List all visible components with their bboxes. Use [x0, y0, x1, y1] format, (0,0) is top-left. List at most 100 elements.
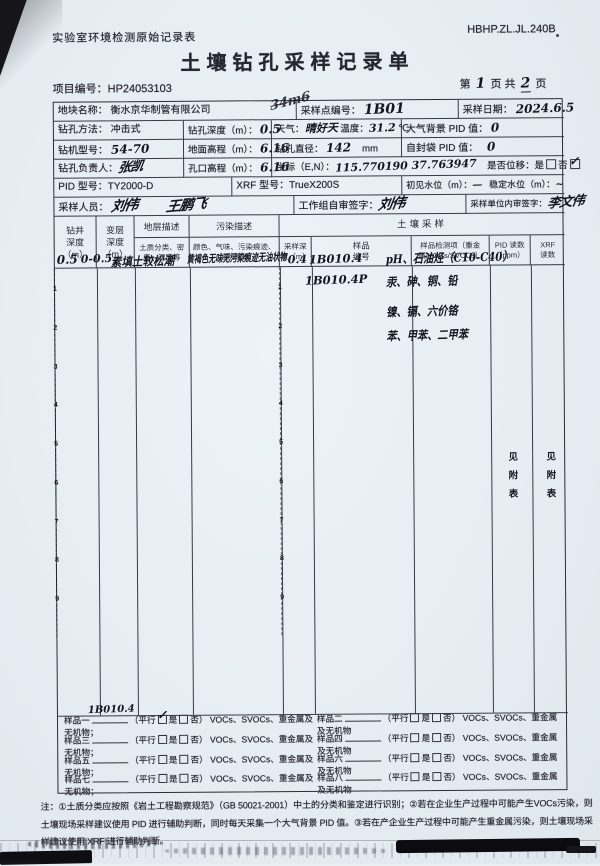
depth-scale-mark-5: 5 — [275, 439, 288, 447]
site-name-value: 衡水京华制管有限公司 — [110, 104, 211, 117]
sampler-signature-1: 刘伟 — [109, 197, 139, 216]
field-bag-pid: 自封袋 PID 值： 0 — [401, 137, 565, 158]
parallel-yes-label: 是 — [168, 734, 178, 745]
displacement-no-checkmark-handwritten: ✓ — [568, 153, 579, 169]
parallel-no-label: 否） — [190, 714, 208, 726]
parallel-checkbox — [157, 754, 167, 764]
field-hole-elevation: 孔口高程（m）： 6.16 — [184, 158, 290, 178]
parallel-checkbox — [431, 713, 442, 723]
parallel-checkbox — [432, 733, 442, 743]
parallel-open-label: （平行 — [129, 735, 156, 746]
depth-scale-mark-6: 6 — [275, 477, 288, 485]
pid-model-label: PID 型号： — [58, 181, 108, 193]
body-col-pollution — [189, 267, 284, 715]
sample-point-label: 采样点编号： — [300, 105, 361, 117]
test-item-line-2: 汞、砷、铜、铅 — [385, 273, 458, 290]
sample-summary-blank — [344, 731, 381, 742]
sample-summary-label: 样品六 — [317, 753, 343, 764]
parallel-yes-label: 是 — [168, 774, 178, 785]
field-ground-elevation: 地面高程（m）： 6.16 — [183, 139, 290, 159]
drill-depth-label: 钻孔深度（m）： — [187, 125, 258, 137]
depth-scale-mark-2: 2 — [274, 322, 287, 330]
sampler-signature-2: 王鹏飞 — [164, 195, 207, 216]
page-indicator: 第 1 页 共 2 页 — [460, 75, 547, 93]
redaction-bar-tail — [566, 846, 596, 853]
scan-speck — [556, 34, 559, 37]
displacement-yes-label: 是 — [534, 160, 545, 172]
ambient-pid-label: 大气背景 PID 值： — [405, 123, 489, 136]
depth-scale-mark-3: 3 — [49, 363, 62, 371]
parallel-checkbox — [179, 754, 189, 764]
sample-summary-entry: 样品八 （平行是否） VOCs、SVOCs、重金属及无机物 — [317, 770, 562, 797]
sample-summary-blank — [344, 770, 382, 782]
displacement-no-label: 否 — [558, 160, 568, 172]
depth-scale-mark-5: 5 — [50, 440, 63, 448]
field-rig-model: 钻机型号： 54-70 — [53, 139, 185, 160]
test-item-line-1: pH、石油烃（C10-C40） — [385, 249, 513, 267]
field-samplers: 采样人员： 刘伟 王鹏飞 — [54, 195, 295, 217]
sample-summary-label: 样品三 — [64, 735, 90, 746]
body-col-stratum — [134, 267, 194, 716]
project-number-value: HP24053103 — [107, 82, 172, 96]
parallel-open-label: （平行 — [130, 754, 156, 765]
col-header-stratum: 地层描述 — [134, 215, 190, 239]
page-total-handwritten: 2 — [520, 75, 531, 93]
field-group-signature: 工作组自审签字：刘伟 — [294, 194, 467, 216]
parallel-open-label: （平行 — [382, 752, 409, 764]
col-header-pollution: 污染描述 — [189, 215, 280, 238]
parallel-no-label: 否） — [190, 734, 208, 745]
doc-code: HBHP.ZL.JL.240B — [467, 23, 556, 36]
field-unit-signature: 采样单位内审签字：李文伟 — [466, 193, 584, 214]
first-water-level-value-handwritten: — — [472, 179, 483, 191]
sample-summary-blank — [91, 733, 128, 744]
field-weather: 天气：晴好天 温度：31.2 ℃ — [271, 119, 409, 140]
entry-sample-id-1-handwritten: 1B010.4 — [308, 250, 363, 267]
parallel-open-label: （平行 — [382, 733, 409, 744]
weather-value-handwritten: 晴好天 — [304, 121, 338, 136]
stable-water-level-label: 稳定水位（m）： — [489, 179, 556, 190]
temperature-label: 温度： — [340, 123, 369, 135]
displacement-label: 是否位移： — [487, 160, 535, 172]
parallel-checkbox — [157, 734, 167, 745]
entry-stratum-handwritten: 素填土较松潮 — [110, 253, 175, 270]
drill-method-label: 钻孔方法： — [57, 124, 108, 136]
parallel-checkbox — [410, 733, 420, 743]
depth-scale-mark-4: 4 — [49, 401, 62, 409]
sample-date-label: 采样日期： — [462, 104, 513, 116]
parallel-no-label: 否） — [442, 713, 461, 724]
rig-model-label: 钻机型号： — [57, 145, 109, 157]
page-title: 土壤钻孔采样记录单 — [180, 51, 415, 75]
sample-summary-label: 样品一 — [63, 715, 90, 726]
entry-pollution-handwritten: 黄褐色无味无污染痕迹无油状物 — [186, 251, 287, 266]
scan-corner-bottom-left-2 — [0, 860, 40, 864]
parallel-yes-label: 是 — [421, 733, 431, 744]
drill-leader-label: 钻孔负责人： — [58, 163, 119, 175]
page-pre: 第 — [459, 78, 471, 91]
unit-signature-handwritten: 李文伟 — [545, 193, 585, 212]
page-mid: 页 共 — [490, 78, 516, 91]
rig-model-value-handwritten: 54-70 — [110, 141, 150, 157]
depth-scale-mark-2: 2 — [49, 324, 62, 332]
temperature-value-handwritten: 31.2 — [368, 120, 396, 135]
parallel-open-label: （平行 — [382, 713, 409, 724]
sample-summary-blank — [92, 772, 129, 783]
parallel-checkbox — [410, 752, 420, 762]
sample-summary-label: 样品七 — [64, 774, 91, 786]
sample-summary-label: 样品五 — [64, 755, 91, 766]
depth-scale-mark-4: 4 — [274, 400, 287, 408]
depth-scale-mark-1: 1 — [273, 284, 287, 292]
depth-scale-mark-3: 3 — [274, 361, 287, 369]
bore-diameter-value-handwritten: 142 — [326, 140, 352, 156]
entry-layer-depth-handwritten: 0-0.5 — [80, 251, 113, 266]
page-num-handwritten: 1 — [475, 75, 486, 92]
field-coordinates: 坐标（E,N）：115.770190 37.763947 是否位移：是否 ✓ — [272, 154, 580, 178]
parallel-no-label: 否） — [443, 752, 461, 763]
parallel-checkbox — [179, 774, 189, 784]
parallel-checkbox — [179, 734, 189, 744]
entry-pid-see-attached: 见附表 — [506, 451, 518, 508]
unit-signature-label: 采样单位内审签字： — [470, 198, 547, 209]
parallel-open-label: （平行 — [129, 715, 156, 726]
page-suf: 页 — [535, 78, 547, 91]
bore-diameter-unit: mm — [362, 143, 379, 155]
depth-scale-mark-9: 9 — [276, 594, 289, 602]
